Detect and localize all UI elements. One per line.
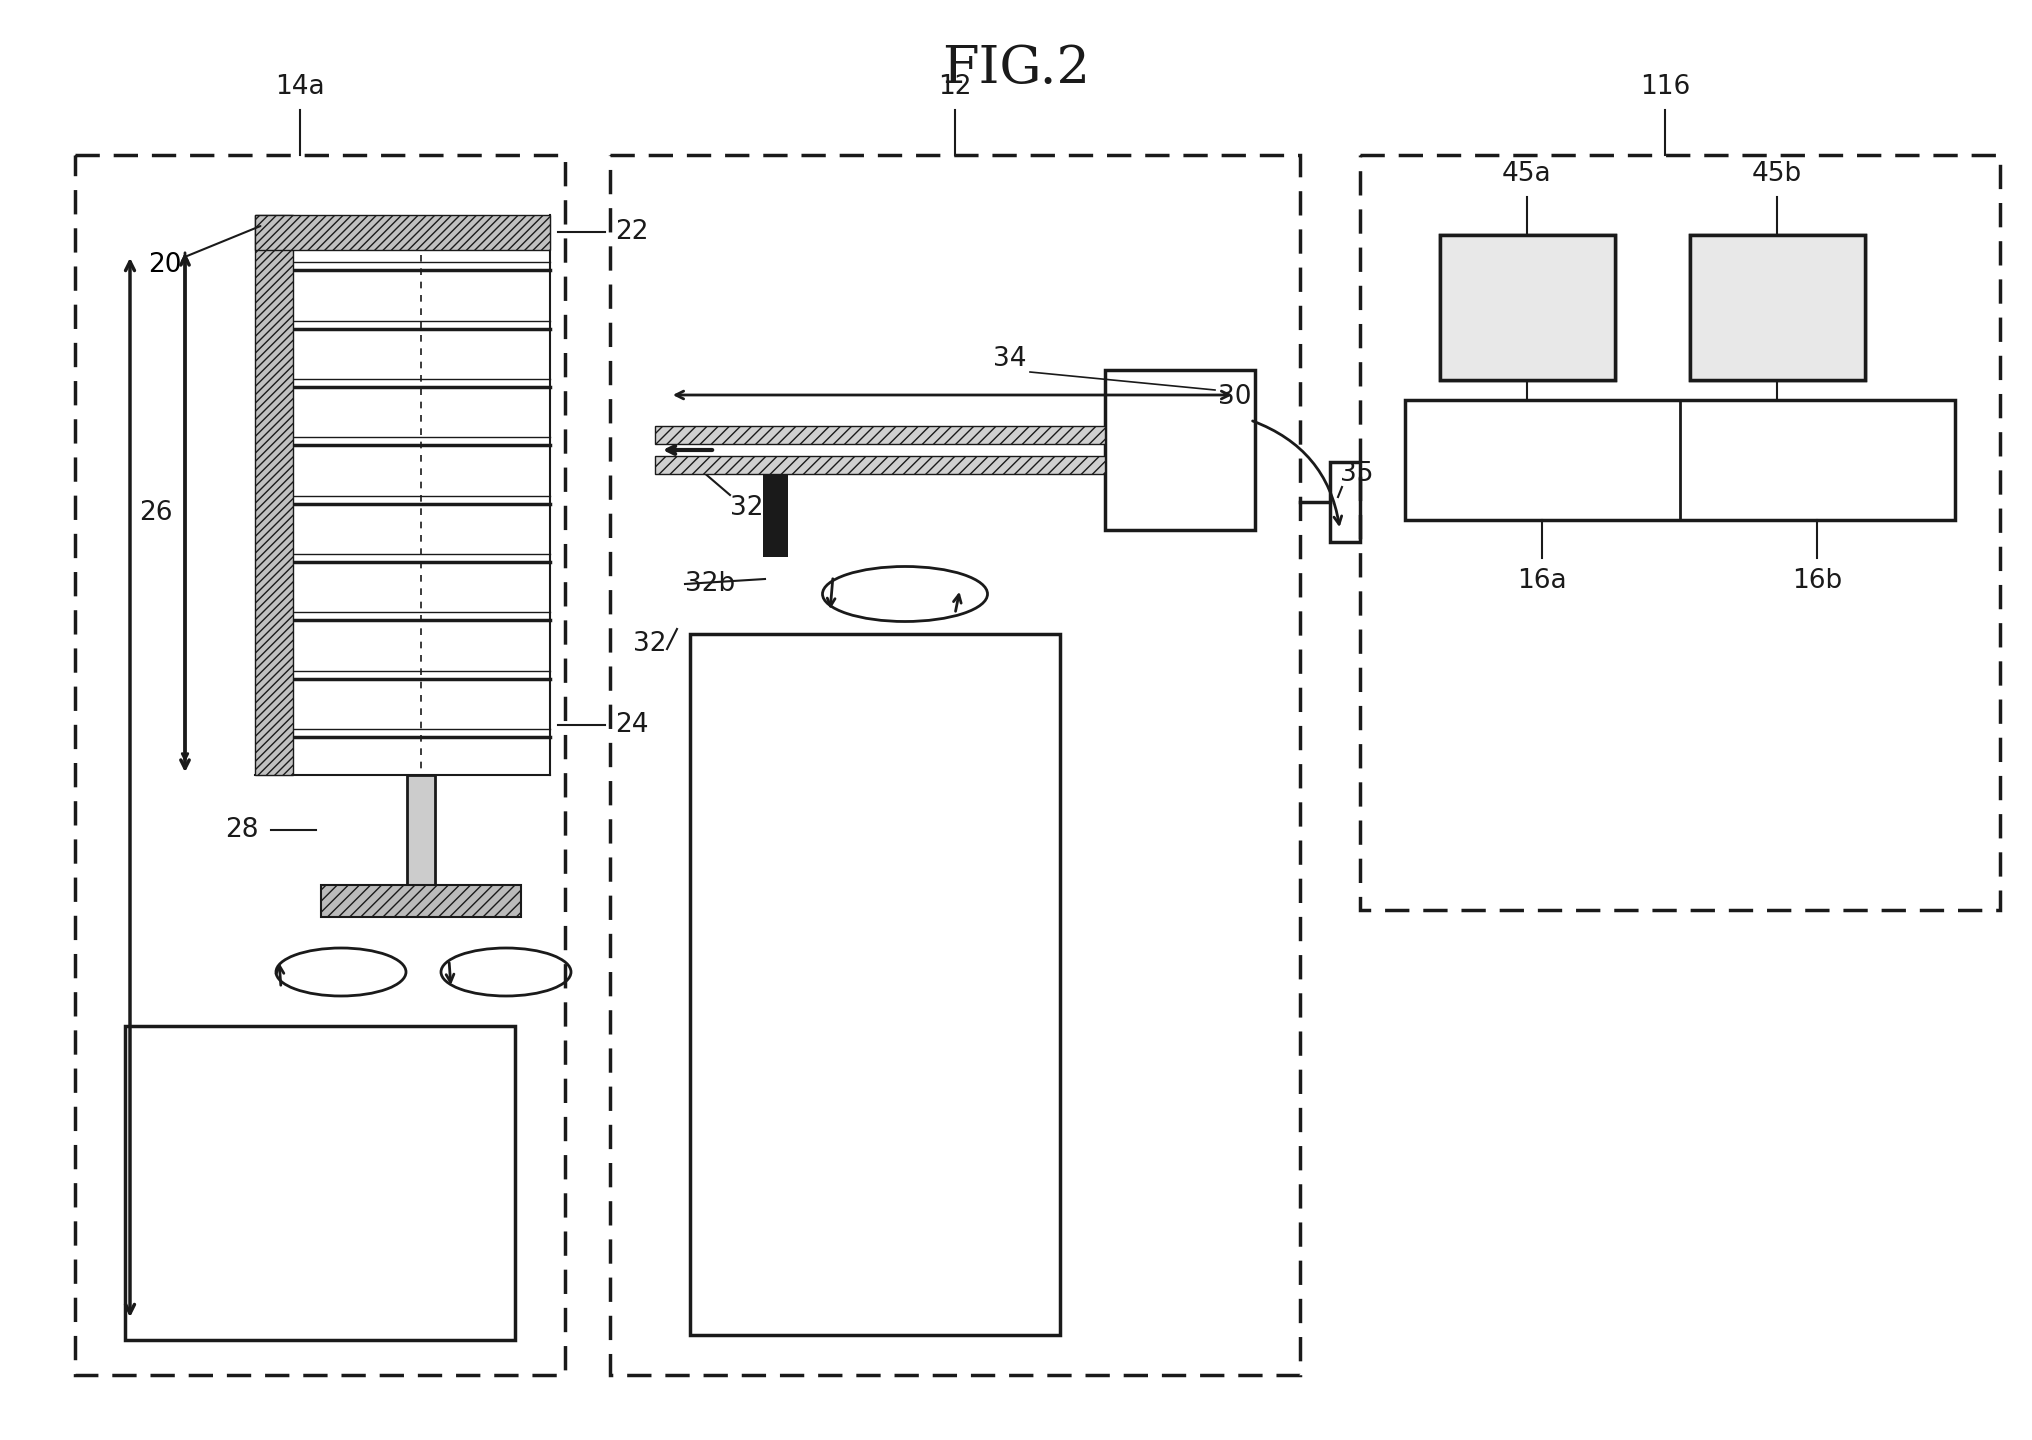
Bar: [1689, 235, 1863, 380]
Text: 28: 28: [226, 816, 258, 842]
Text: 45b: 45b: [1752, 161, 1800, 187]
Text: 34: 34: [994, 346, 1026, 372]
Bar: [1689, 235, 1863, 380]
Bar: [254, 215, 551, 251]
Bar: [1105, 370, 1254, 530]
Text: 16a: 16a: [1516, 567, 1567, 595]
Bar: [254, 215, 293, 775]
Text: 35: 35: [1339, 461, 1374, 487]
Text: 32b: 32b: [685, 572, 736, 598]
Bar: [1439, 235, 1613, 380]
Bar: [610, 156, 1298, 1375]
Text: 32: 32: [632, 631, 666, 657]
Bar: [321, 886, 520, 917]
Bar: [1329, 462, 1359, 541]
Text: 16b: 16b: [1790, 567, 1841, 595]
Bar: [654, 456, 1105, 474]
Bar: [75, 156, 565, 1375]
Text: 22: 22: [616, 219, 648, 245]
Text: 20: 20: [148, 226, 260, 278]
Bar: [1404, 400, 1955, 520]
Text: 32a: 32a: [729, 495, 778, 521]
Text: 12: 12: [939, 73, 971, 99]
Text: 116: 116: [1640, 73, 1689, 99]
Bar: [1439, 235, 1613, 380]
Bar: [689, 634, 1059, 1335]
Bar: [654, 426, 1105, 444]
Bar: [124, 1025, 514, 1341]
Text: FIG.2: FIG.2: [941, 43, 1089, 94]
Bar: [1359, 156, 1999, 910]
Text: 14a: 14a: [274, 73, 325, 99]
Text: 30: 30: [1217, 384, 1252, 410]
Bar: [406, 775, 435, 886]
Text: 45a: 45a: [1502, 161, 1550, 187]
Text: 26: 26: [140, 500, 173, 526]
Text: 24: 24: [616, 711, 648, 739]
